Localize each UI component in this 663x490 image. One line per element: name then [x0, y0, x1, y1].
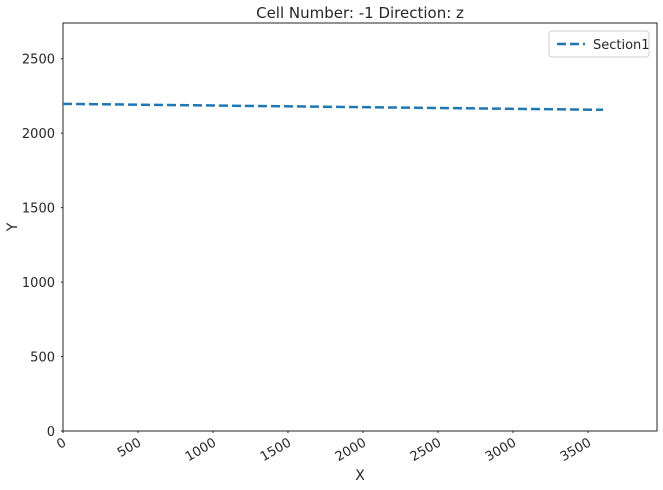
x-tick-label: 0: [54, 435, 69, 452]
y-tick-label: 2500: [22, 53, 55, 68]
x-tick-label: 1000: [183, 435, 219, 465]
y-axis-label: Y: [5, 222, 21, 232]
x-tick-label: 2500: [408, 435, 444, 465]
y-tick-label: 2000: [22, 127, 55, 142]
y-tick-label: 500: [30, 351, 55, 366]
x-axis-label: X: [355, 468, 365, 484]
legend-box: [548, 30, 650, 58]
x-tick-label: 3000: [483, 435, 519, 465]
data-line: [62, 102, 604, 112]
y-tick-label: 1000: [22, 276, 55, 291]
plot-area: [62, 22, 658, 432]
x-tick-label: 2000: [333, 435, 369, 465]
y-tick-label: 1500: [22, 202, 55, 217]
x-tick-label: 1500: [258, 435, 294, 465]
legend-label: Section1: [593, 38, 650, 53]
x-tick-label: 3500: [558, 435, 594, 465]
chart-title: Cell Number: -1 Direction: z: [256, 4, 464, 22]
y-tick-label: 0: [47, 425, 55, 440]
x-tick-label: 500: [115, 435, 144, 460]
